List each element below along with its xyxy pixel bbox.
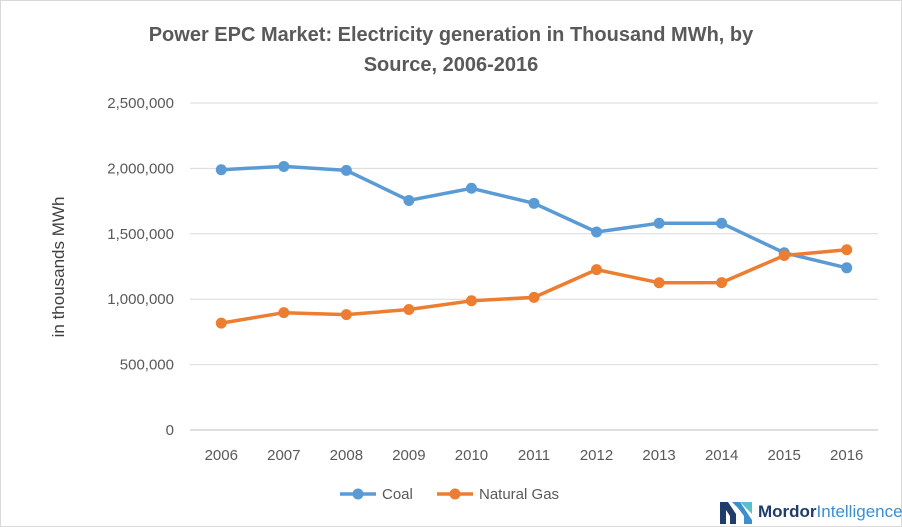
coal-data-point [528, 197, 540, 209]
y-tick-label: 2,500,000 [107, 95, 174, 112]
coal-data-point [653, 217, 665, 229]
natural-gas-data-point [778, 250, 790, 262]
x-tick-label: 2012 [580, 447, 613, 464]
logo-mark-icon [720, 502, 752, 524]
natural-gas-data-point [528, 291, 540, 303]
coal-series-line [219, 164, 849, 270]
x-tick-label: 2007 [267, 447, 300, 464]
legend: Coal Natural Gas [340, 486, 559, 503]
x-tick-label: 2010 [455, 447, 488, 464]
natural-gas-data-point [215, 317, 227, 329]
chart-title-line-1: Power EPC Market: Electricity generation… [148, 24, 754, 46]
coal-data-point [841, 262, 853, 274]
coal-data-point [716, 217, 728, 229]
logo-text: MordorIntelligence [758, 502, 902, 522]
natural-gas-data-point [591, 264, 603, 276]
natural-gas-data-point [716, 277, 728, 289]
natural-gas-data-point [340, 309, 352, 321]
logo-text-bold: Mordor [758, 502, 817, 521]
chart-title: Power EPC Market: Electricity generation… [0, 20, 902, 80]
mordor-intelligence-logo: MordorIntelligence [718, 498, 902, 526]
x-tick-label: 2008 [330, 447, 363, 464]
natural-gas-data-point [278, 307, 290, 319]
natural-gas-data-point [403, 304, 415, 316]
coal-legend-label: Coal [382, 486, 413, 503]
natural-gas-series-line [219, 248, 849, 325]
x-axis-ticks: 2006 2007 2008 2009 2010 2011 2012 2013 2014 2015… [205, 447, 864, 464]
gridlines [190, 102, 878, 431]
natural-gas-data-point [653, 277, 665, 289]
chart-title-line-2: Source, 2006-2016 [363, 54, 539, 76]
natural-gas-data-point [841, 244, 853, 256]
series-group [215, 160, 853, 329]
coal-data-point [403, 194, 415, 206]
x-tick-label: 2011 [518, 447, 550, 464]
y-axis-label: in thousands MWh [49, 197, 68, 338]
natural-gas-data-point [465, 295, 477, 307]
logo-text-light: Intelligence [816, 502, 902, 521]
x-tick-label: 2014 [705, 447, 738, 464]
natural-gas-legend-marker [449, 488, 461, 500]
x-tick-label: 2013 [642, 447, 675, 464]
x-tick-label: 2015 [767, 447, 800, 464]
x-tick-label: 2006 [205, 447, 238, 464]
coal-data-point [278, 160, 290, 172]
coal-data-point [591, 226, 603, 238]
y-axis-ticks: 0 500,000 1,000,000 1,500,000 2,000,000 2,500… [107, 95, 174, 439]
y-tick-label: 1,000,000 [107, 291, 174, 308]
y-tick-label: 2,000,000 [107, 160, 174, 177]
y-tick-label: 1,500,000 [107, 226, 174, 243]
y-tick-label: 500,000 [120, 357, 174, 374]
coal-data-point [465, 182, 477, 194]
y-tick-label: 0 [166, 422, 174, 439]
coal-data-point [215, 164, 227, 176]
x-tick-label: 2009 [392, 447, 425, 464]
natural-gas-legend-label: Natural Gas [479, 486, 559, 503]
x-tick-label: 2016 [830, 447, 863, 464]
coal-legend-marker [352, 488, 364, 500]
coal-data-point [340, 164, 352, 176]
